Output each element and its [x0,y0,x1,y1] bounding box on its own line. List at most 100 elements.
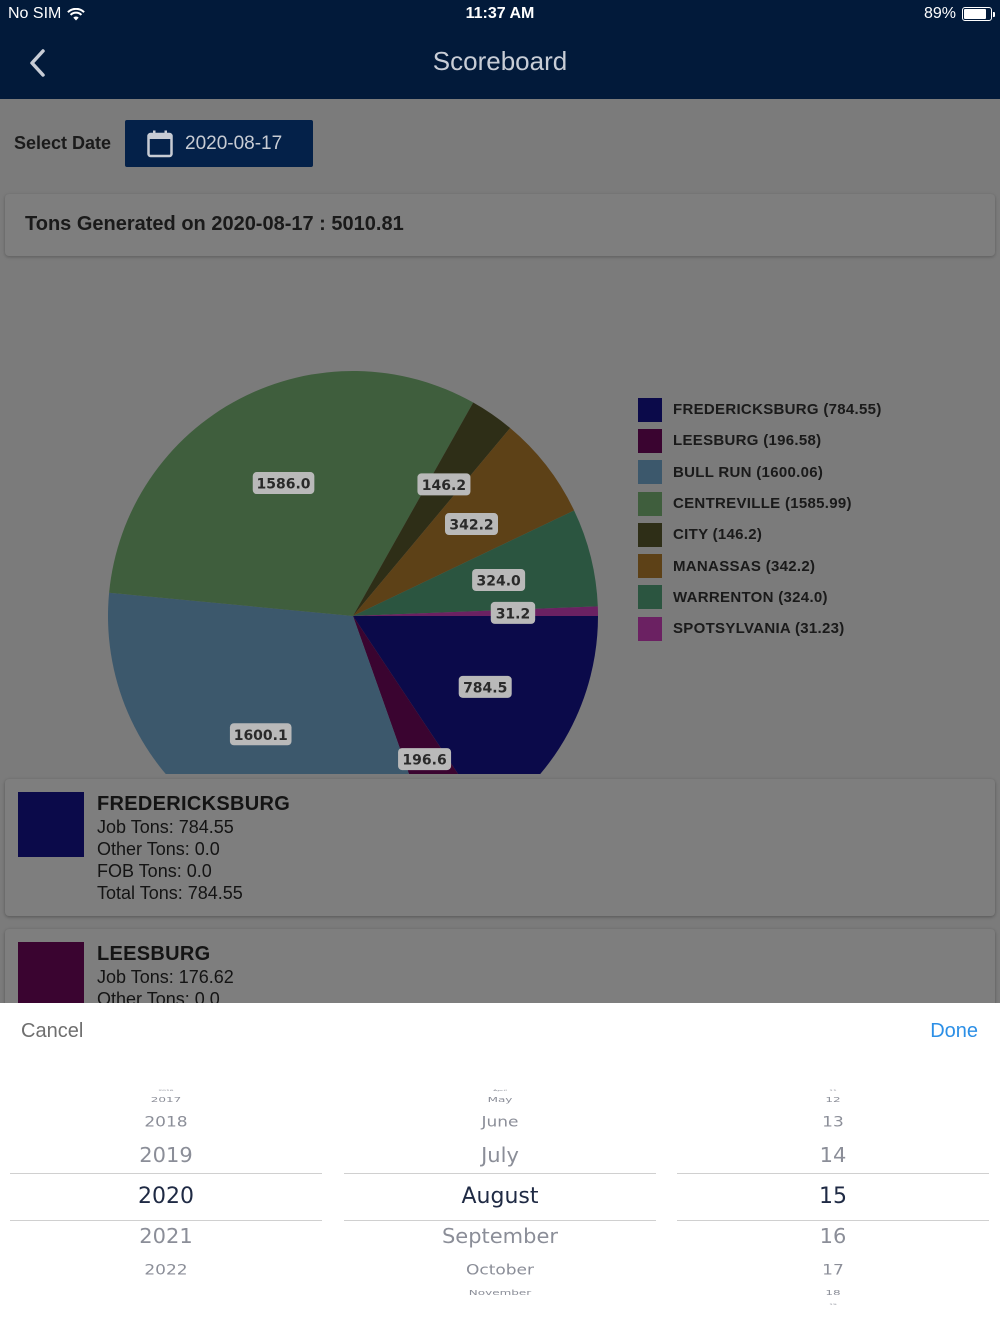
picker-option[interactable]: 13 [822,1113,844,1131]
pie-slice-6[interactable] [353,510,598,616]
legend-label: FREDERICKSBURG (784.55) [673,401,882,419]
legend-item: LEESBURG (196.58) [638,425,882,456]
tons-summary-card: Tons Generated on 2020-08-17 : 5010.81 [5,194,995,256]
selection-indicator-line [344,1220,656,1221]
picker-option[interactable]: 19 [829,1303,837,1306]
pie-data-label: 196.6 [398,748,452,771]
picker-option[interactable]: 18 [825,1288,841,1297]
date-picker-button[interactable]: 2020-08-17 [125,120,313,167]
pie-data-label: 146.2 [417,473,471,496]
tons-pie-chart: 784.5 196.6 1600.1 1586.0 146.2 342.2 324.0 31.… [0,264,1000,861]
chart-legend: FREDERICKSBURG (784.55) LEESBURG (196.58)… [638,394,882,644]
picker-option[interactable]: 12 [825,1095,841,1104]
cancel-button[interactable]: Cancel [21,1020,84,1042]
calendar-icon [147,130,173,157]
job-tons: Job Tons: 784.55 [97,817,234,837]
pie-slice-0[interactable] [353,616,598,820]
tons-summary-text: Tons Generated on 2020-08-17 : 5010.81 [25,213,404,235]
month-wheel[interactable]: April May June July August September October No… [344,1003,656,1334]
page-title: Scoreboard [432,46,568,76]
svg-text:1586.0: 1586.0 [257,477,311,493]
picker-option[interactable]: November [468,1288,532,1297]
legend-swatch [638,585,662,610]
fob-tons: FOB Tons: 0.0 [97,861,212,881]
picker-option[interactable]: September [441,1224,559,1249]
job-tons: Job Tons: 176.62 [97,967,234,987]
legend-label: WARRENTON (324.0) [673,588,828,606]
picker-option[interactable]: 14 [819,1143,847,1168]
picker-option[interactable]: 2019 [139,1143,193,1168]
pie-data-label: 1586.0 [252,472,315,495]
location-card-fredericksburg[interactable]: FREDERICKSBURG Job Tons: 784.55 Other To… [5,779,995,916]
pie-slice-4[interactable] [353,402,511,616]
battery-icon [962,7,995,21]
pie-data-label: 324.0 [472,569,526,592]
picker-option[interactable]: 17 [822,1261,844,1279]
svg-text:31.2: 31.2 [496,606,531,622]
picker-option[interactable]: August [461,1183,539,1209]
legend-label: LEESBURG (196.58) [673,432,822,450]
pie-chart-svg: 784.5 196.6 1600.1 1586.0 146.2 342.2 324.0 31.… [108,371,598,861]
picker-option[interactable]: April [493,1089,507,1092]
selection-indicator-line [677,1220,989,1221]
battery-percent: 89% [923,5,956,22]
navigation-bar: No SIM 11:37 AM 89% Scoreboard [0,0,1000,99]
picker-option[interactable]: July [481,1143,519,1168]
legend-label: CENTREVILLE (1585.99) [673,495,852,513]
svg-text:196.6: 196.6 [402,753,446,769]
select-date-label: Select Date [14,133,112,153]
legend-label: BULL RUN (1600.06) [673,463,824,481]
legend-swatch [638,554,662,579]
selection-indicator-line [677,1173,989,1174]
legend-swatch [638,428,662,453]
legend-swatch [638,522,662,547]
svg-text:342.2: 342.2 [449,518,493,534]
picker-option[interactable]: 16 [819,1224,847,1249]
other-tons: Other Tons: 0.0 [97,839,220,859]
date-picker-sheet: Cancel Done 2016 2017 2018 2019 2020 2021 2022… [0,1003,1000,1334]
svg-text:146.2: 146.2 [422,478,466,494]
picker-option[interactable]: October [465,1261,535,1279]
picker-option[interactable]: 2022 [144,1261,188,1279]
legend-label: MANASSAS (342.2) [673,557,816,575]
selection-indicator-line [10,1173,322,1174]
legend-item: WARRENTON (324.0) [638,582,882,613]
location-name: LEESBURG [97,943,211,965]
pie-data-label: 31.2 [490,601,536,624]
picker-option[interactable]: May [487,1095,513,1104]
svg-text:1600.1: 1600.1 [234,728,288,744]
legend-item: FREDERICKSBURG (784.55) [638,394,882,425]
picker-option[interactable]: 2018 [144,1113,188,1131]
selected-date-value: 2020-08-17 [185,132,283,154]
picker-option[interactable]: 2021 [139,1224,193,1249]
selection-indicator-line [344,1173,656,1174]
pie-data-label: 342.2 [445,513,499,536]
picker-option[interactable]: 2016 [158,1089,174,1092]
scoreboard-content: Select Date 2020-08-17 Tons Generated on… [0,99,1000,1049]
total-tons: Total Tons: 784.55 [97,883,243,903]
carrier-label: No SIM [8,5,62,22]
selection-indicator-line [10,1220,322,1221]
picker-option[interactable]: 11 [829,1089,837,1092]
picker-option[interactable]: 2017 [150,1095,182,1104]
year-wheel[interactable]: 2016 2017 2018 2019 2020 2021 2022 [10,1003,322,1334]
location-name: FREDERICKSBURG [97,793,291,815]
picker-option[interactable]: 15 [819,1183,847,1209]
legend-swatch [638,460,662,485]
done-button[interactable]: Done [930,1020,978,1042]
svg-text:784.5: 784.5 [463,680,507,696]
back-arrow-icon[interactable] [24,46,54,80]
legend-swatch [638,616,662,641]
clock: 11:37 AM [465,5,535,22]
legend-label: SPOTSYLVANIA (31.23) [673,620,845,638]
wifi-icon [67,7,86,20]
picker-option[interactable]: 2020 [138,1183,194,1209]
color-swatch [18,792,84,857]
legend-item: CITY (146.2) [638,519,882,550]
picker-option[interactable]: June [481,1113,519,1131]
legend-item: MANASSAS (342.2) [638,550,882,581]
legend-item: SPOTSYLVANIA (31.23) [638,613,882,644]
pie-data-label: 1600.1 [229,723,292,746]
pie-slice-7[interactable] [353,606,598,616]
day-wheel[interactable]: 11 12 13 14 15 16 17 18 19 [677,1003,989,1334]
